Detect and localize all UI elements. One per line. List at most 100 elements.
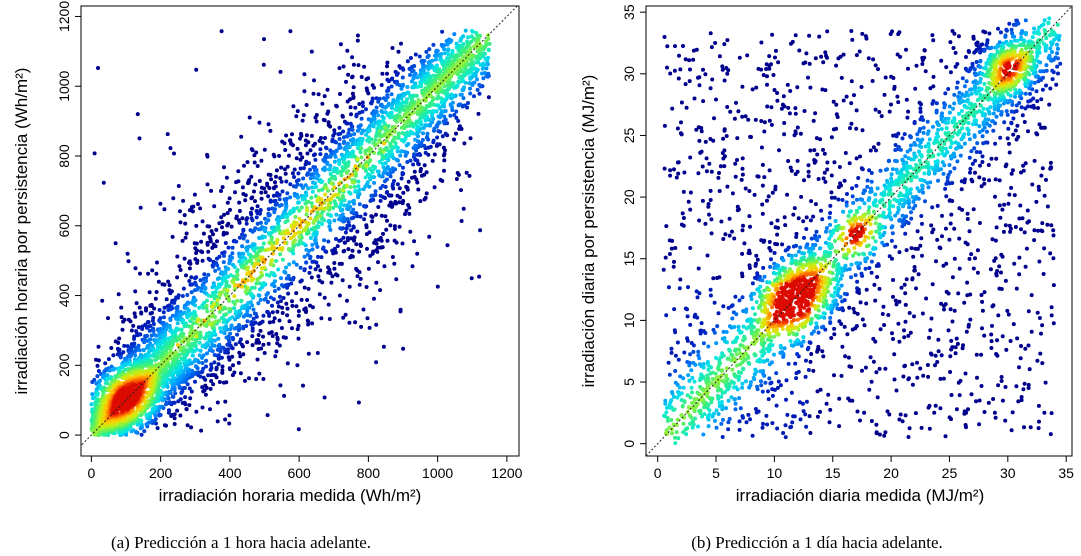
point-a-1429 (137, 348, 142, 353)
point-a-3038 (381, 155, 386, 160)
point-a-2033 (395, 149, 400, 154)
point-a-254 (273, 180, 277, 185)
point-a-590 (340, 114, 345, 119)
point-a-882 (193, 379, 197, 384)
point-a-1647 (216, 336, 221, 341)
point-a-415 (295, 363, 300, 368)
point-a-2096 (468, 75, 473, 80)
point-a-548 (137, 136, 142, 141)
point-a-2954 (400, 131, 405, 135)
point-a-353 (310, 305, 315, 310)
point-b-2 (722, 164, 727, 169)
point-a-3020 (333, 176, 338, 181)
point-a-1448 (388, 167, 393, 172)
point-a-719 (216, 362, 221, 367)
point-a-500 (325, 111, 330, 116)
point-a-1538 (201, 353, 206, 358)
point-a-1057 (142, 429, 147, 434)
point-a-749 (250, 326, 255, 331)
point-a-744 (122, 343, 127, 348)
point-a-2040 (205, 341, 210, 346)
point-a-414 (384, 227, 389, 232)
x-tick-label-a-0: 0 (87, 465, 95, 481)
point-a-446 (178, 220, 183, 225)
point-a-1169 (173, 391, 178, 396)
point-a-2686 (159, 347, 164, 351)
point-a-437 (250, 148, 255, 153)
point-a-389 (205, 240, 210, 245)
point-a-3187 (458, 52, 463, 57)
point-a-911 (431, 138, 436, 143)
point-a-2904 (252, 285, 257, 290)
point-a-782 (103, 361, 108, 366)
point-a-344 (211, 232, 215, 237)
point-a-775 (363, 212, 368, 217)
point-a-1109 (274, 201, 279, 206)
point-a-1180 (448, 113, 453, 118)
point-a-316 (240, 185, 245, 190)
point-a-47 (273, 354, 278, 359)
point-a-217 (194, 67, 199, 72)
point-a-2774 (414, 119, 419, 124)
point-a-400 (374, 322, 379, 327)
point-a-427 (135, 112, 140, 117)
point-a-933 (477, 91, 482, 96)
point-a-1915 (372, 175, 376, 180)
point-a-2041 (463, 80, 468, 85)
point-a-666 (313, 267, 318, 272)
point-a-676 (249, 212, 254, 217)
point-a-2136 (123, 363, 128, 367)
point-a-4168 (210, 304, 214, 309)
point-a-606 (275, 309, 280, 314)
point-a-394 (376, 237, 381, 242)
point-a-1219 (441, 119, 446, 124)
point-a-64 (355, 38, 360, 43)
point-a-4393 (282, 240, 287, 245)
point-a-562 (139, 310, 144, 315)
point-a-358 (225, 211, 230, 216)
point-a-109 (101, 180, 106, 185)
point-a-4903 (126, 400, 130, 405)
point-a-1331 (224, 335, 229, 340)
point-a-1209 (263, 216, 267, 221)
point-a-322 (392, 224, 397, 229)
point-a-756 (208, 258, 212, 262)
point-a-141 (284, 133, 289, 138)
point-a-4901 (136, 392, 141, 397)
point-a-328 (401, 190, 406, 195)
point-a-409 (220, 185, 225, 190)
point-a-425 (356, 400, 361, 405)
point-a-1295 (385, 95, 390, 100)
point-a-654 (255, 204, 260, 209)
point-a-320 (119, 315, 124, 320)
point-a-468 (374, 241, 379, 246)
point-a-506 (303, 143, 308, 148)
point-a-191 (388, 223, 393, 228)
point-a-926 (161, 310, 166, 315)
point-a-9 (390, 46, 395, 50)
x-tick-label-a-4: 800 (357, 465, 381, 481)
point-a-37 (442, 168, 446, 173)
point-a-496 (432, 185, 437, 190)
point-a-2475 (95, 392, 100, 397)
point-a-3696 (399, 118, 404, 123)
point-a-24 (267, 320, 272, 325)
point-a-1415 (302, 254, 307, 259)
point-a-1268 (468, 91, 473, 96)
point-a-4268 (323, 192, 328, 197)
point-b-27 (1035, 358, 1040, 363)
point-a-893 (392, 179, 396, 183)
point-a-614 (213, 244, 218, 249)
point-a-2897 (248, 255, 253, 260)
scatter-points-a (89, 28, 492, 438)
point-a-251 (211, 382, 216, 387)
point-a-957 (249, 320, 254, 325)
point-a-268 (440, 179, 445, 183)
point-a-3316 (169, 344, 174, 349)
point-a-220 (92, 151, 97, 156)
point-a-559 (252, 160, 257, 165)
point-a-1294 (213, 268, 218, 273)
point-a-1637 (270, 282, 274, 287)
point-a-3000 (436, 94, 441, 99)
point-a-2580 (331, 169, 336, 174)
